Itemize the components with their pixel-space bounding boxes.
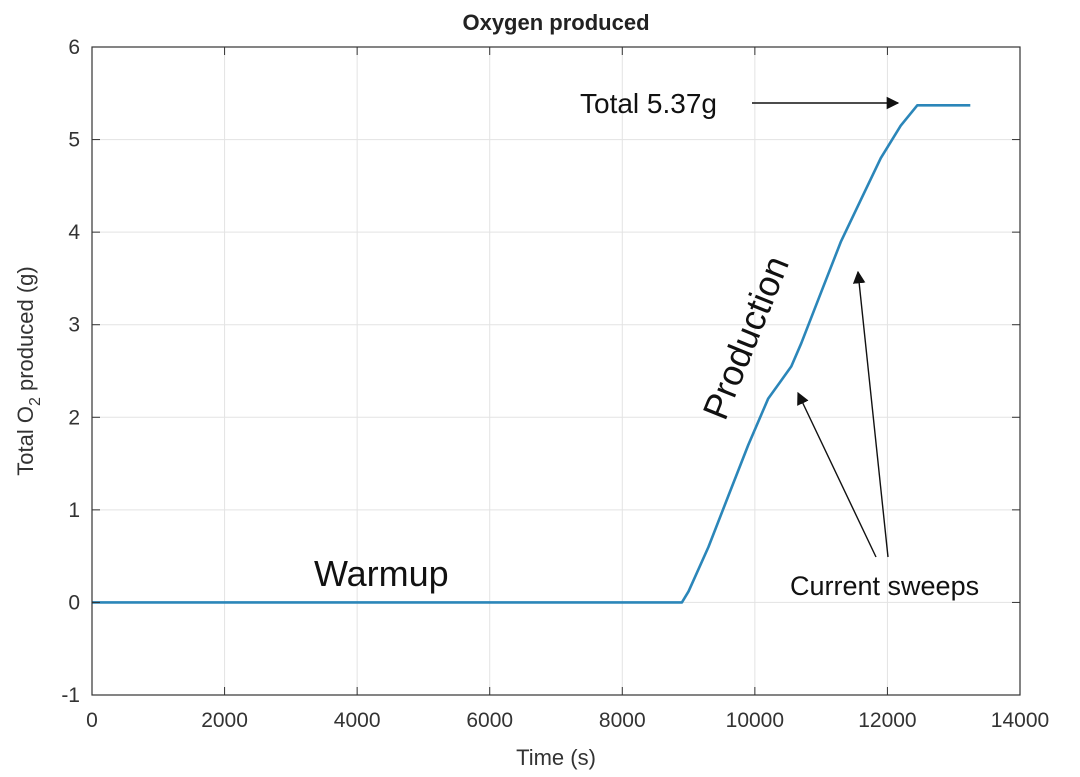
total-annotation: Total 5.37g [580, 88, 717, 119]
series-layer [92, 104, 971, 604]
y-axis-label: Total O2 produced (g) [13, 266, 44, 475]
y-tick-label: 0 [68, 591, 80, 614]
x-tick-label: 6000 [466, 709, 513, 732]
warmup-annotation: Warmup [314, 553, 449, 594]
sweep-arrow-1 [797, 391, 877, 558]
current-sweeps-annotation: Current sweeps [790, 571, 979, 601]
x-tick-label: 10000 [726, 709, 784, 732]
y-tick-label: 3 [68, 314, 80, 337]
plot-frame [91, 46, 1021, 696]
x-tick-label: 4000 [334, 709, 381, 732]
plot-area [92, 47, 1020, 695]
x-tick-label: 14000 [991, 709, 1049, 732]
x-tick-labels: 0 2000 4000 6000 8000 10000 12000 14000 [86, 709, 1049, 732]
y-tick-labels: -1 0 1 2 3 4 5 6 [61, 36, 80, 707]
x-tick-label: 8000 [599, 709, 646, 732]
chart-title: Oxygen produced [462, 10, 649, 35]
y-tick-label: 1 [68, 499, 80, 522]
x-tick-label: 12000 [858, 709, 916, 732]
y-axis-label-subscript: 2 [27, 397, 44, 406]
series-line [92, 104, 971, 604]
y-tick-label: 2 [68, 406, 80, 429]
ticks [91, 46, 1021, 696]
y-axis-label-rest: produced (g) [13, 266, 38, 397]
x-axis-label: Time (s) [516, 745, 596, 770]
y-tick-label: 4 [68, 221, 80, 244]
y-axis-label-main: Total O [13, 406, 38, 476]
y-tick-label: 5 [68, 129, 80, 152]
y-tick-label: 6 [68, 36, 80, 59]
sweep-arrow-2 [852, 270, 889, 558]
x-tick-label: 0 [86, 709, 98, 732]
y-tick-label: -1 [61, 684, 80, 707]
x-tick-label: 2000 [201, 709, 248, 732]
